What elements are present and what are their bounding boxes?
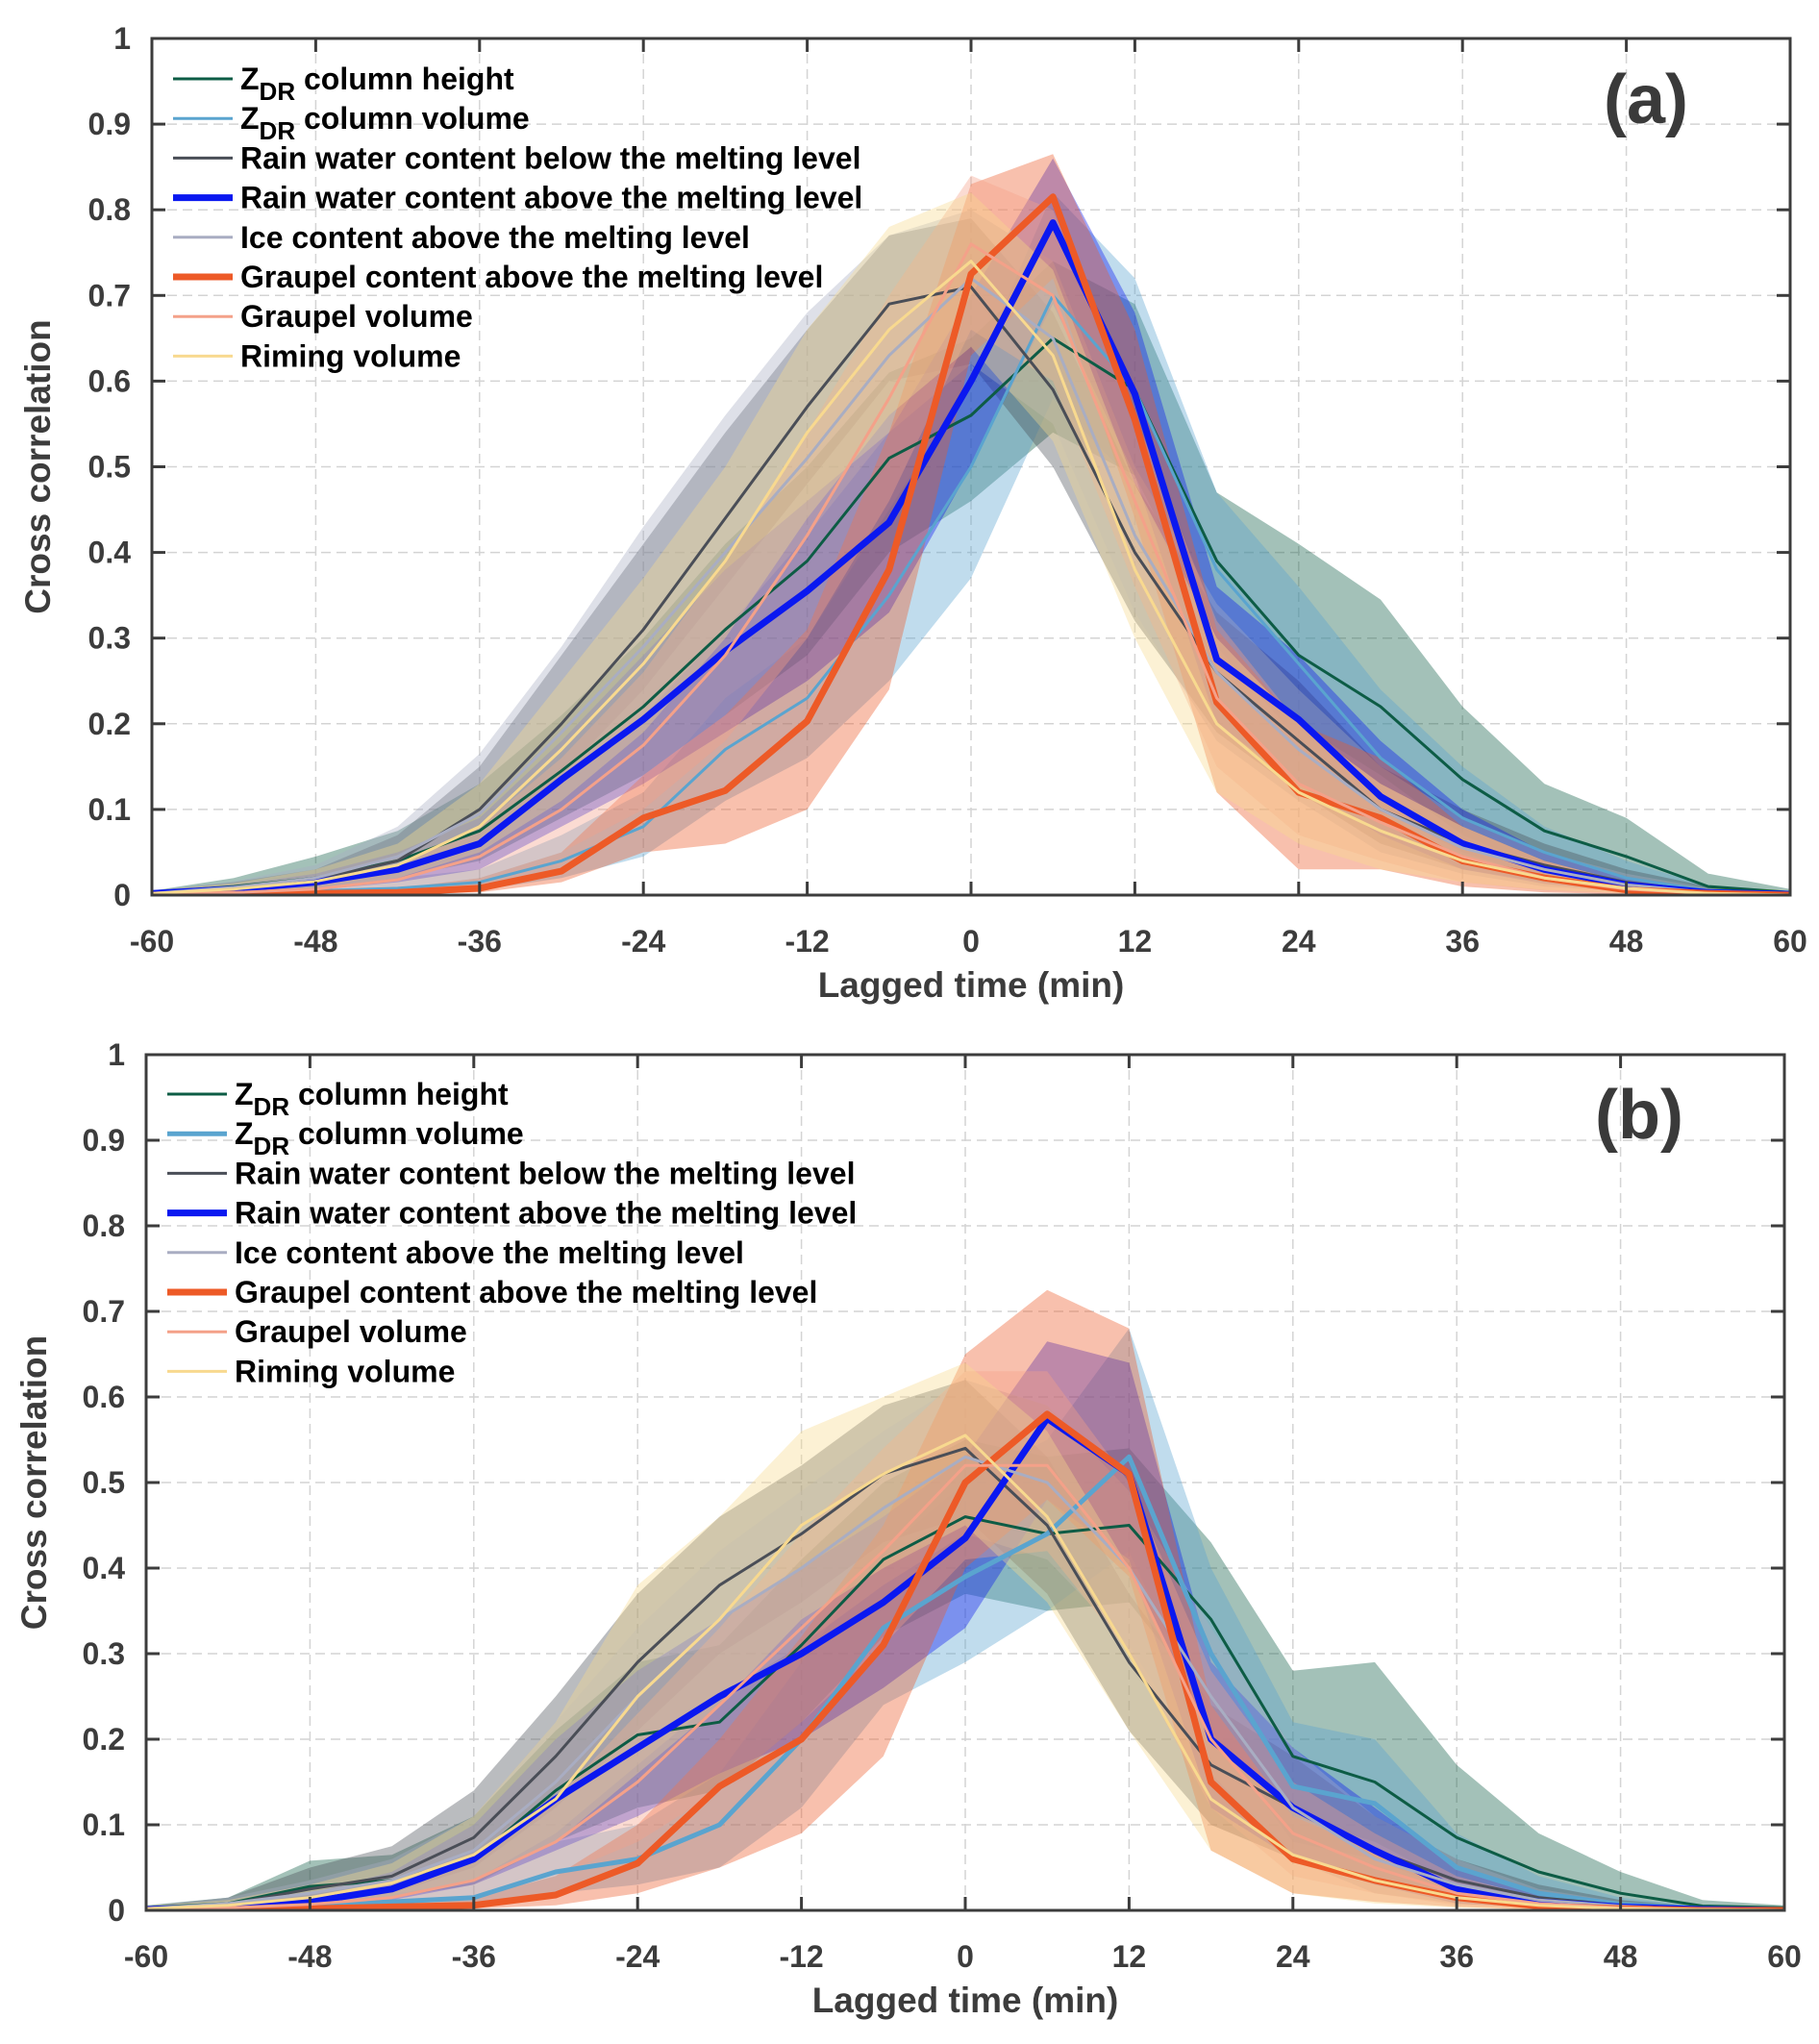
series-lines [146,1410,1784,1910]
y-tick-label: 0.4 [88,536,132,570]
y-tick-label: 0.2 [88,707,131,741]
legend-entry: Rain water content below the melting lev… [235,1156,855,1190]
y-tick-label: 1 [108,1037,125,1072]
y-tick-label: 0.8 [83,1209,125,1243]
y-tick-label: 0.3 [83,1636,125,1671]
legend-entry: ZDR column volume [235,1116,524,1160]
band-series-6 [146,1289,1784,1910]
x-tick-label: -60 [124,1939,168,1974]
x-tick-label: 36 [1439,1939,1474,1974]
x-tick-label: -60 [130,924,174,959]
band-series-3 [146,1380,1784,1910]
x-tick-label: -48 [293,924,337,959]
band-series-5 [146,1380,1784,1910]
x-tick-label: 48 [1609,924,1644,959]
y-axis-label: Cross correlation [14,1335,54,1630]
x-tick-label: 60 [1767,1939,1802,1974]
y-tick-label: 0.4 [83,1551,126,1585]
y-tick-label: 1 [113,21,131,56]
band-series-8 [152,192,1790,895]
y-tick-label: 0.1 [88,792,131,827]
y-tick-label: 0.1 [83,1807,125,1842]
band-series-8 [146,1362,1784,1910]
x-tick-label: 0 [957,1939,974,1974]
y-axis-label: Cross correlation [18,319,58,613]
x-tick-label: 12 [1112,1939,1147,1974]
band-series-4 [146,1341,1784,1910]
y-tick-label: 0.6 [88,363,131,398]
x-axis-label: Lagged time (min) [812,1981,1119,2020]
legend-entry: ZDR column volume [240,101,530,145]
y-tick-label: 0 [108,1893,125,1928]
x-tick-label: 24 [1276,1939,1310,1974]
legend-entry: Rain water content below the melting lev… [240,140,860,175]
band-series-3 [152,218,1790,895]
x-tick-label: 24 [1282,924,1316,959]
y-tick-label: 0.7 [83,1294,125,1329]
x-tick-label: -12 [779,1939,823,1974]
y-tick-label: 0.2 [83,1722,125,1757]
axis-ticks: -60 -48 -36 -24 -12 0 12 24 36 48 60 0 0.1 0.2 0.3 0.4 0… [83,1037,1802,1974]
y-tick-label: 0.9 [88,107,131,141]
y-tick-label: 0.9 [83,1123,125,1158]
band-series-4 [152,158,1790,895]
x-tick-label: -36 [452,1939,496,1974]
x-tick-label: 36 [1445,924,1480,959]
legend-entry: Rain water content above the melting lev… [235,1196,857,1231]
y-tick-label: 0.5 [88,450,131,485]
legend-entry: ZDR column height [240,62,514,106]
band-series-1 [152,261,1790,895]
y-tick-label: 0 [113,878,131,912]
x-tick-label: -36 [458,924,502,959]
legend-entry: Graupel content above the melting level [235,1275,817,1309]
panel-letter: (a) [1604,62,1688,138]
y-tick-label: 0.3 [88,621,131,656]
band-series-2 [146,1328,1784,1910]
axis-ticks: -60 -48 -36 -24 -12 0 12 24 36 48 60 0 0.1 0.2 0.3 0.4 0… [88,21,1807,959]
x-tick-label: 60 [1773,924,1807,959]
series-lines [152,193,1790,895]
panel-letter: (b) [1595,1077,1683,1154]
band-series-1 [146,1439,1784,1910]
legend-entry: Graupel content above the melting level [240,260,823,294]
legend-entry: Graupel volume [235,1314,467,1349]
x-tick-label: 12 [1118,924,1153,959]
x-tick-label: -48 [287,1939,332,1974]
legend-entry: Rain water content above the melting lev… [240,181,862,215]
legend-entry: Ice content above the melting level [240,220,750,255]
chart-panel-b: -60 -48 -36 -24 -12 0 12 24 36 48 60 0 0.1 0.2 0.3 0.4 0… [14,1037,1802,2020]
band-series-7 [152,175,1790,895]
x-tick-label: 0 [962,924,980,959]
x-tick-label: 48 [1604,1939,1638,1974]
y-tick-label: 0.8 [88,192,131,227]
band-series-6 [152,154,1790,895]
y-tick-label: 0.7 [88,278,131,312]
x-tick-label: -24 [615,1939,660,1974]
legend-entry: Riming volume [235,1354,455,1388]
x-tick-label: -12 [785,924,829,959]
x-axis-label: Lagged time (min) [818,965,1125,1005]
y-tick-label: 0.6 [83,1380,125,1414]
legend-entry: Ice content above the melting level [235,1235,744,1270]
legend-entry: Graupel volume [240,299,473,334]
x-tick-label: -24 [621,924,665,959]
chart-panel-a: -60 -48 -36 -24 -12 0 12 24 36 48 60 0 0.1 0.2 0.3 0.4 0… [18,21,1807,1005]
y-tick-label: 0.5 [83,1465,125,1500]
legend-entry: ZDR column height [235,1077,509,1121]
legend-entry: Riming volume [240,338,461,373]
band-series-2 [152,192,1790,895]
